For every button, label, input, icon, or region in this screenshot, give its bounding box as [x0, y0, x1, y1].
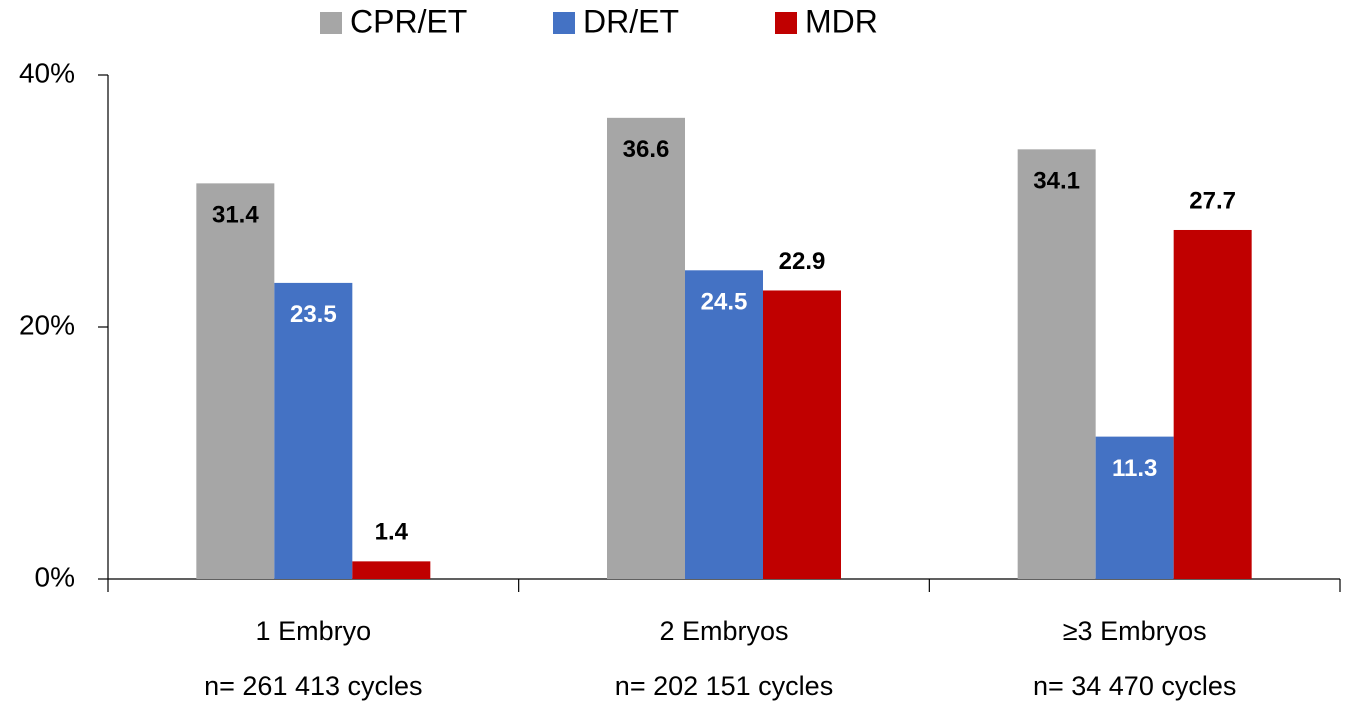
value-label: 27.7: [1189, 187, 1236, 214]
bar: [352, 561, 431, 579]
x-tick-sublabel: n= 202 151 cycles: [615, 671, 833, 701]
value-label: 24.5: [701, 289, 748, 316]
legend-swatch: [553, 12, 575, 34]
y-tick-label: 40%: [19, 57, 75, 88]
legend-label: MDR: [805, 3, 878, 39]
x-tick-sublabel: n= 261 413 cycles: [204, 671, 422, 701]
bar: [196, 183, 275, 580]
bar: [607, 117, 685, 579]
value-label: 1.4: [375, 519, 409, 546]
legend-swatch: [775, 12, 797, 34]
x-tick-label: 1 Embryo: [256, 616, 372, 646]
x-tick-label: ≥3 Embryos: [1063, 616, 1207, 646]
bar: [685, 270, 763, 579]
value-label: 31.4: [212, 202, 259, 229]
value-label: 36.6: [623, 136, 670, 163]
x-tick-label: 2 Embryos: [659, 616, 788, 646]
legend-label: DR/ET: [583, 3, 679, 39]
legend-label: CPR/ET: [350, 3, 467, 39]
value-label: 11.3: [1112, 455, 1157, 482]
bar: [1095, 436, 1174, 579]
value-label: 23.5: [290, 301, 337, 328]
y-tick-label: 20%: [19, 309, 75, 340]
bar: [1017, 149, 1096, 579]
bar: [1173, 229, 1252, 580]
value-label: 22.9: [779, 248, 826, 275]
legend-swatch: [320, 12, 342, 34]
bar: [274, 282, 353, 579]
y-tick-label: 0%: [35, 561, 75, 592]
x-tick-sublabel: n= 34 470 cycles: [1033, 671, 1236, 701]
bar: [763, 290, 841, 579]
value-label: 34.1: [1033, 168, 1080, 195]
